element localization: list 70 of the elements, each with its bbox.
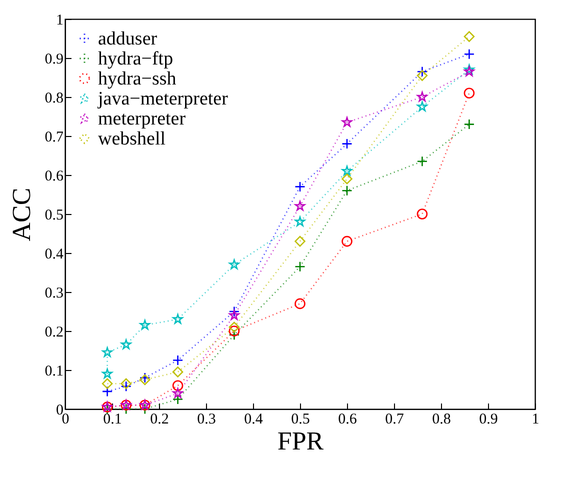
point bbox=[464, 88, 475, 98]
point bbox=[416, 208, 428, 220]
point bbox=[294, 236, 306, 247]
point bbox=[172, 394, 184, 405]
point bbox=[172, 354, 184, 366]
point bbox=[294, 181, 306, 192]
y-tick-label: 0.2 bbox=[44, 324, 64, 340]
x-tick-label: 0.2 bbox=[150, 412, 169, 428]
x-tick-label: 0.4 bbox=[244, 412, 264, 428]
point bbox=[342, 138, 352, 150]
y-tick-label: 0.6 bbox=[44, 168, 64, 184]
y-tick-label: 0.4 bbox=[44, 246, 64, 262]
point bbox=[342, 174, 352, 184]
point bbox=[294, 261, 306, 272]
point bbox=[229, 259, 240, 270]
point bbox=[294, 200, 306, 211]
point bbox=[464, 118, 475, 130]
y-tick-label: 0.3 bbox=[44, 286, 64, 302]
x-axis-title: FPR bbox=[277, 426, 324, 456]
x-tick-label: 0.7 bbox=[385, 412, 404, 428]
y-axis-title: ACC bbox=[6, 188, 36, 242]
point bbox=[102, 368, 112, 378]
legend-label: meterpreter bbox=[98, 108, 186, 130]
point bbox=[464, 31, 475, 42]
point bbox=[416, 70, 428, 81]
y-tick-label: 0.1 bbox=[44, 364, 64, 380]
point bbox=[228, 326, 240, 336]
point bbox=[228, 330, 240, 340]
y-tick-label: 0.8 bbox=[44, 90, 64, 106]
x-tick-label: 0.8 bbox=[432, 412, 451, 428]
legend-label: java−meterpreter bbox=[97, 88, 229, 110]
point bbox=[342, 185, 352, 196]
x-tick-label: 0.5 bbox=[291, 412, 310, 428]
point bbox=[417, 92, 428, 102]
point bbox=[172, 380, 184, 391]
point bbox=[172, 366, 184, 378]
point bbox=[228, 306, 240, 317]
y-tick-label: 0.9 bbox=[44, 52, 64, 68]
legend-label: hydra−ssh bbox=[98, 68, 177, 90]
point bbox=[172, 388, 183, 398]
point bbox=[416, 66, 428, 78]
point bbox=[172, 314, 183, 324]
x-tick-label: 0.6 bbox=[338, 412, 358, 428]
y-tick-label: 1 bbox=[56, 12, 64, 28]
x-tick-label: 0.1 bbox=[103, 412, 122, 428]
point bbox=[102, 347, 112, 357]
point bbox=[102, 378, 113, 390]
point bbox=[102, 386, 113, 397]
point bbox=[140, 320, 150, 330]
point bbox=[294, 216, 306, 226]
point bbox=[228, 322, 240, 332]
point bbox=[229, 310, 240, 320]
point bbox=[120, 378, 132, 390]
point bbox=[342, 166, 352, 176]
x-tick-label: 1 bbox=[532, 412, 540, 428]
legend-label: webshell bbox=[98, 128, 166, 150]
x-tick-label: 0.9 bbox=[479, 412, 498, 428]
x-tick-label: 0.3 bbox=[197, 412, 216, 428]
point bbox=[342, 116, 352, 127]
point bbox=[294, 298, 306, 310]
point bbox=[120, 380, 132, 392]
point bbox=[416, 156, 428, 167]
y-tick-label: 0.5 bbox=[44, 208, 64, 224]
point bbox=[464, 48, 475, 60]
point bbox=[120, 339, 132, 350]
legend-label: adduser bbox=[98, 28, 158, 50]
point bbox=[342, 236, 352, 247]
point bbox=[417, 101, 428, 112]
legend-label: hydra−ftp bbox=[98, 48, 174, 70]
y-tick-label: 0.7 bbox=[44, 130, 64, 146]
